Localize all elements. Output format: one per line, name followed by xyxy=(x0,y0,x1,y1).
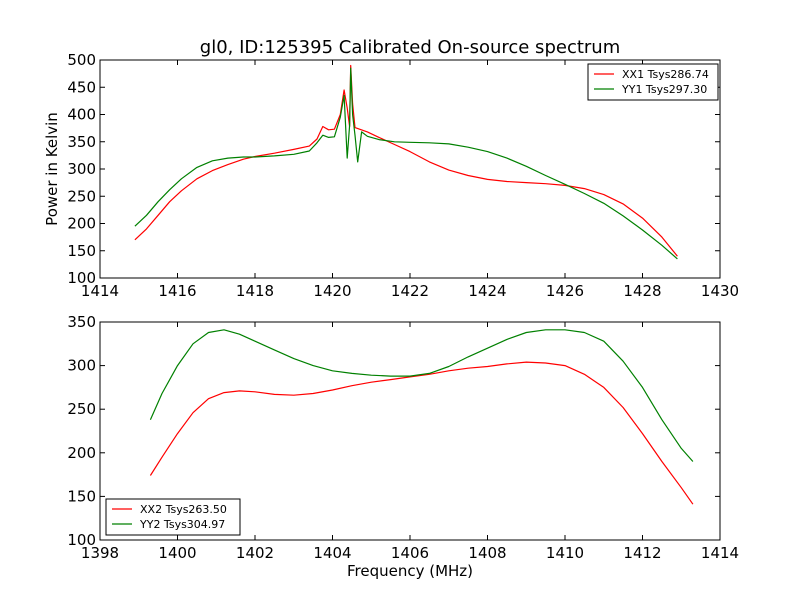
chart-0-y-tick-label: 150 xyxy=(67,242,96,260)
chart-0-series-line-0 xyxy=(134,64,678,257)
chart-1-y-tick-label: 250 xyxy=(67,400,96,418)
chart-1-y-tick-label: 350 xyxy=(67,313,96,331)
chart-0-y-tick-label: 450 xyxy=(67,78,96,96)
chart-0-x-tick-label: 1428 xyxy=(623,282,661,300)
chart-1-y-tick-label: 300 xyxy=(67,357,96,375)
chart-1-legend xyxy=(105,498,241,536)
chart-0-x-tick-label: 1424 xyxy=(468,282,506,300)
chart-0-x-tick-label: 1426 xyxy=(546,282,584,300)
chart-0-y-tick-label: 500 xyxy=(67,51,96,69)
chart-0-x-tick-label: 1418 xyxy=(236,282,274,300)
chart-1-x-tick-label: 1410 xyxy=(546,544,584,562)
chart-0-x-tick-label: 1414 xyxy=(81,282,119,300)
chart-1-y-tick-label: 200 xyxy=(67,444,96,462)
chart-1-x-axis-label: Frequency (MHz) xyxy=(347,562,473,580)
chart-0-y-tick-label: 250 xyxy=(67,187,96,205)
chart-0-y-tick-label: 400 xyxy=(67,106,96,124)
chart-1-x-tick-label: 1412 xyxy=(623,544,661,562)
chart-0-y-tick-label: 200 xyxy=(67,215,96,233)
chart-1-y-tick-label: 100 xyxy=(67,531,96,549)
chart-1-x-tick-label: 1408 xyxy=(468,544,506,562)
chart-1-x-tick-label: 1406 xyxy=(391,544,429,562)
chart-0-x-tick-label: 1430 xyxy=(701,282,739,300)
chart-1-x-tick-label: 1400 xyxy=(158,544,196,562)
chart-1-x-tick-label: 1404 xyxy=(313,544,351,562)
chart-1-legend-label-1: YY2 Tsys304.97 xyxy=(139,518,225,531)
chart-0-y-tick-label: 100 xyxy=(67,269,96,287)
chart-title: gl0, ID:125395 Calibrated On-source spec… xyxy=(200,37,620,58)
chart-0-y-tick-label: 350 xyxy=(67,133,96,151)
chart-0-legend-label-0: XX1 Tsys286.74 xyxy=(622,68,709,81)
chart-0-series-line-1 xyxy=(134,67,678,260)
chart-1-series-line-0 xyxy=(149,361,694,505)
chart-1-x-tick-label: 1398 xyxy=(81,544,119,562)
chart-1-series-line-1 xyxy=(149,329,694,462)
chart-0-x-tick-label: 1420 xyxy=(313,282,351,300)
chart-1-legend-label-0: XX2 Tsys263.50 xyxy=(140,503,227,516)
chart-1-x-tick-label: 1402 xyxy=(236,544,274,562)
chart-0-y-axis-label: Power in Kelvin xyxy=(43,112,61,226)
chart-0-x-tick-label: 1422 xyxy=(391,282,429,300)
chart-0-legend xyxy=(587,63,719,101)
chart-1-y-tick-label: 150 xyxy=(67,487,96,505)
chart-0-x-tick-label: 1416 xyxy=(158,282,196,300)
chart-1-x-tick-label: 1414 xyxy=(701,544,739,562)
top-panel: 1414 1416 1418 1420 1422 1424 1426 1428 1430 100 1… xyxy=(43,51,739,300)
chart-0-legend-label-1: YY1 Tsys297.30 xyxy=(621,83,707,96)
chart-0-y-tick-label: 300 xyxy=(67,160,96,178)
bottom-panel: 1398 1400 1402 1404 1406 1408 1410 1412 1414 100 1… xyxy=(67,313,739,580)
